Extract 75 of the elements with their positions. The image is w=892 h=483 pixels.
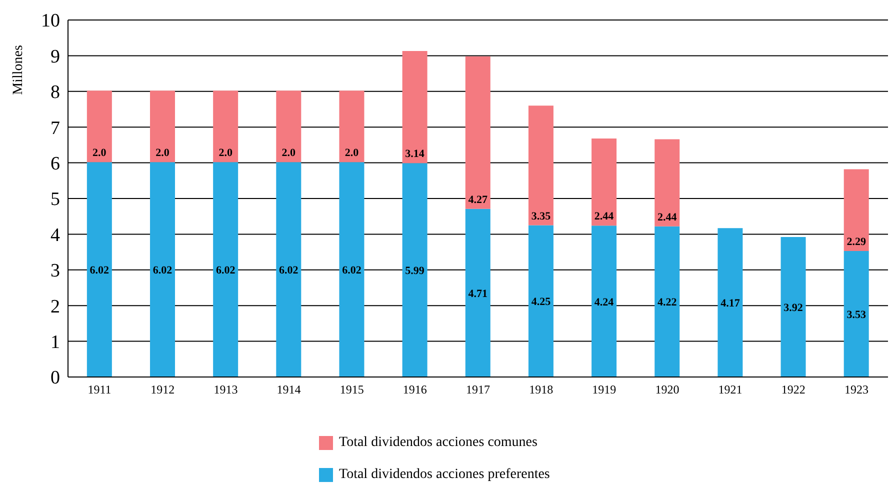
x-tick-label: 1915 — [340, 382, 364, 397]
bar — [339, 90, 364, 162]
data-label: 3.14 — [405, 148, 425, 160]
bar — [213, 162, 238, 377]
bar — [150, 90, 175, 162]
bar — [86, 90, 112, 162]
data-label: 4.22 — [657, 296, 678, 309]
data-label: 4.71 — [468, 288, 488, 300]
bar — [592, 226, 617, 377]
data-label: 6.02 — [90, 264, 110, 277]
bar — [86, 162, 112, 377]
data-label: 2.29 — [846, 236, 866, 248]
bar — [402, 51, 428, 164]
x-tick-label: 1916 — [402, 382, 427, 397]
y-tick-label: 1 — [50, 332, 60, 354]
x-tick-label: 1922 — [781, 382, 806, 397]
data-label: 5.99 — [405, 265, 425, 278]
x-tick-label: 1917 — [466, 382, 490, 397]
data-label: 6.02 — [342, 264, 362, 277]
x-tick-label: 1914 — [276, 382, 301, 397]
x-tick-label: 1913 — [214, 382, 238, 397]
y-tick-label: 8 — [50, 82, 60, 104]
x-tick-label: 1921 — [718, 382, 742, 397]
bar — [465, 208, 490, 377]
y-axis-title: Millones — [11, 45, 26, 95]
data-label: 2.0 — [344, 147, 360, 160]
bar — [528, 225, 554, 377]
bar — [276, 90, 302, 162]
y-tick-label: 4 — [50, 224, 60, 246]
y-tick-label: 6 — [50, 154, 60, 175]
data-label: 2.0 — [218, 147, 233, 160]
y-tick-label: 3 — [50, 260, 60, 282]
legend-label: Total dividendos acciones preferentes — [339, 467, 550, 483]
data-label: 4.25 — [531, 296, 552, 308]
data-label: 2.44 — [657, 211, 678, 224]
data-label: 4.24 — [594, 296, 614, 308]
bar — [592, 138, 617, 226]
bar — [844, 169, 869, 251]
x-tick-label: 1920 — [655, 382, 680, 397]
y-tick-label: 10 — [41, 10, 60, 32]
y-tick-label: 0 — [50, 368, 60, 389]
bar — [844, 250, 869, 377]
legend-label: Total dividendos acciones comunes — [339, 435, 538, 451]
data-label: 6.02 — [152, 264, 173, 277]
y-tick-label: 9 — [50, 46, 60, 68]
x-tick-label: 1919 — [592, 382, 616, 397]
data-label: 4.27 — [468, 194, 488, 206]
bar — [654, 139, 680, 226]
y-tick-label: 2 — [50, 296, 60, 318]
x-tick-label: 1912 — [150, 382, 175, 397]
x-tick-label: 1911 — [88, 382, 112, 397]
bar — [150, 162, 175, 377]
bar — [465, 56, 490, 209]
bar — [402, 163, 428, 377]
bar — [718, 228, 743, 377]
bar — [213, 90, 238, 162]
data-label: 2.0 — [282, 147, 296, 160]
x-tick-label: 1923 — [844, 382, 868, 397]
bar — [528, 106, 554, 226]
data-label: 3.35 — [531, 210, 552, 222]
data-label: 3.92 — [784, 302, 804, 314]
bar — [339, 162, 364, 377]
bar — [276, 162, 302, 377]
data-label: 2.0 — [156, 147, 170, 160]
data-label: 3.53 — [846, 308, 866, 321]
y-tick-label: 7 — [50, 118, 60, 139]
data-label: 4.17 — [720, 298, 740, 310]
x-tick-label: 1918 — [529, 382, 554, 397]
data-label: 2.44 — [594, 210, 614, 223]
data-label: 6.02 — [279, 264, 299, 277]
bar — [654, 226, 680, 377]
bar — [780, 237, 806, 377]
y-tick-label: 5 — [50, 189, 60, 210]
data-label: 2.0 — [92, 147, 107, 160]
data-label: 6.02 — [216, 264, 236, 277]
